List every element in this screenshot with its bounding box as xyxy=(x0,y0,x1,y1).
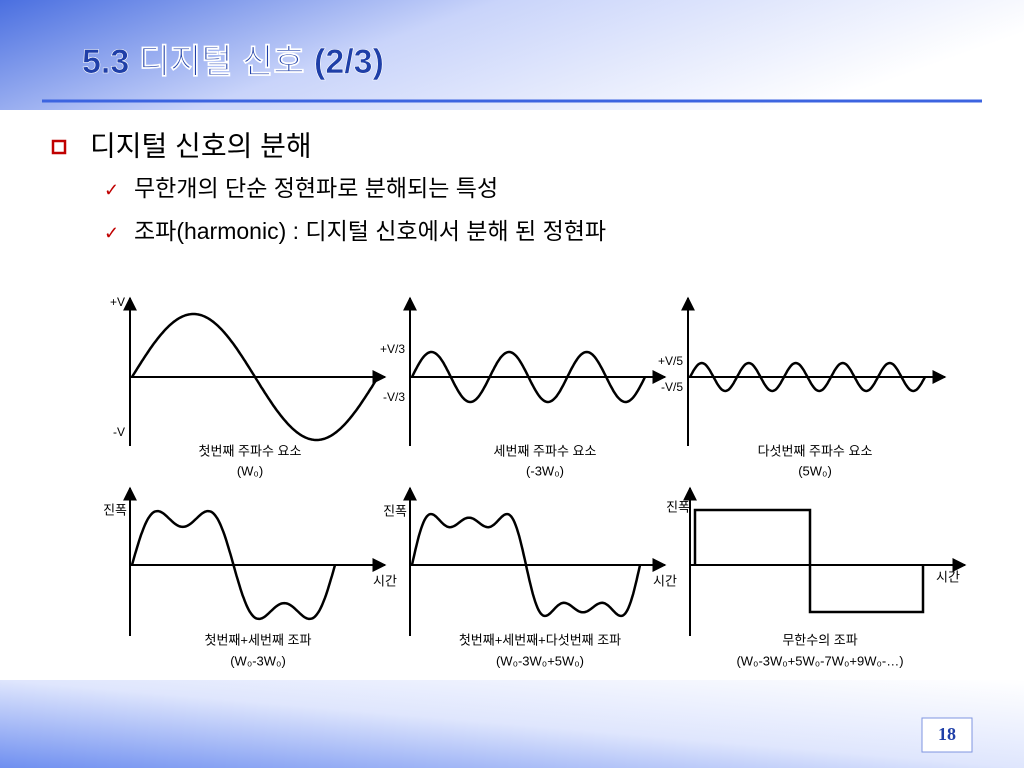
bottom-band xyxy=(0,680,1024,768)
top-band xyxy=(0,0,1024,110)
check-icon: ✓ xyxy=(104,180,119,200)
caption: 첫번째 주파수 요소 xyxy=(199,443,302,458)
title: 5.3 디지털 신호 (2/3) xyxy=(82,43,384,81)
waveform xyxy=(130,312,380,442)
waveform xyxy=(693,508,925,614)
caption: (W₀-3W₀) xyxy=(230,653,286,668)
bullet-icon xyxy=(51,139,67,155)
page-number-box xyxy=(921,717,973,753)
amplitude-label: -V/3 xyxy=(383,390,405,404)
caption: (-3W₀) xyxy=(526,463,564,478)
check-icon: ✓ xyxy=(104,223,119,243)
caption: (W₀) xyxy=(237,463,263,478)
bullet-text: 디지털 신호의 분해 xyxy=(90,130,312,161)
caption: (W₀-3W₀+5W₀) xyxy=(496,653,584,668)
caption: (W₀-3W₀+5W₀-7W₀+9W₀-…) xyxy=(736,653,903,668)
x-label: 시간 xyxy=(373,573,397,588)
y-label: 진폭 xyxy=(666,499,690,514)
caption: (5W₀) xyxy=(798,463,832,478)
page-number: 18 xyxy=(938,724,956,744)
x-label: 시간 xyxy=(653,573,677,588)
caption: 첫번째+세번째 조파 xyxy=(205,632,312,647)
waveform xyxy=(688,361,927,393)
waveform xyxy=(410,350,647,404)
caption: 다섯번째 주파수 요소 xyxy=(758,443,873,458)
amplitude-label: -V/5 xyxy=(661,380,683,394)
caption: 첫번째+세번째+다섯번째 조파 xyxy=(459,632,621,647)
waveform xyxy=(410,512,642,618)
y-label: 진폭 xyxy=(383,503,407,518)
caption: 세번째 주파수 요소 xyxy=(494,443,597,458)
amplitude-label: +V xyxy=(110,295,125,309)
sub-bullet: 조파(harmonic) : 디지털 신호에서 분해 된 정현파 xyxy=(134,218,606,244)
y-label: 진폭 xyxy=(103,502,127,517)
caption: 무한수의 조파 xyxy=(782,632,857,647)
sub-bullet: 무한개의 단순 정현파로 분해되는 특성 xyxy=(134,175,498,201)
amplitude-label: +V/3 xyxy=(380,342,405,356)
x-label: 시간 xyxy=(936,569,960,584)
amplitude-label: +V/5 xyxy=(658,354,683,368)
waveform xyxy=(130,509,337,621)
amplitude-label: -V xyxy=(113,425,125,439)
